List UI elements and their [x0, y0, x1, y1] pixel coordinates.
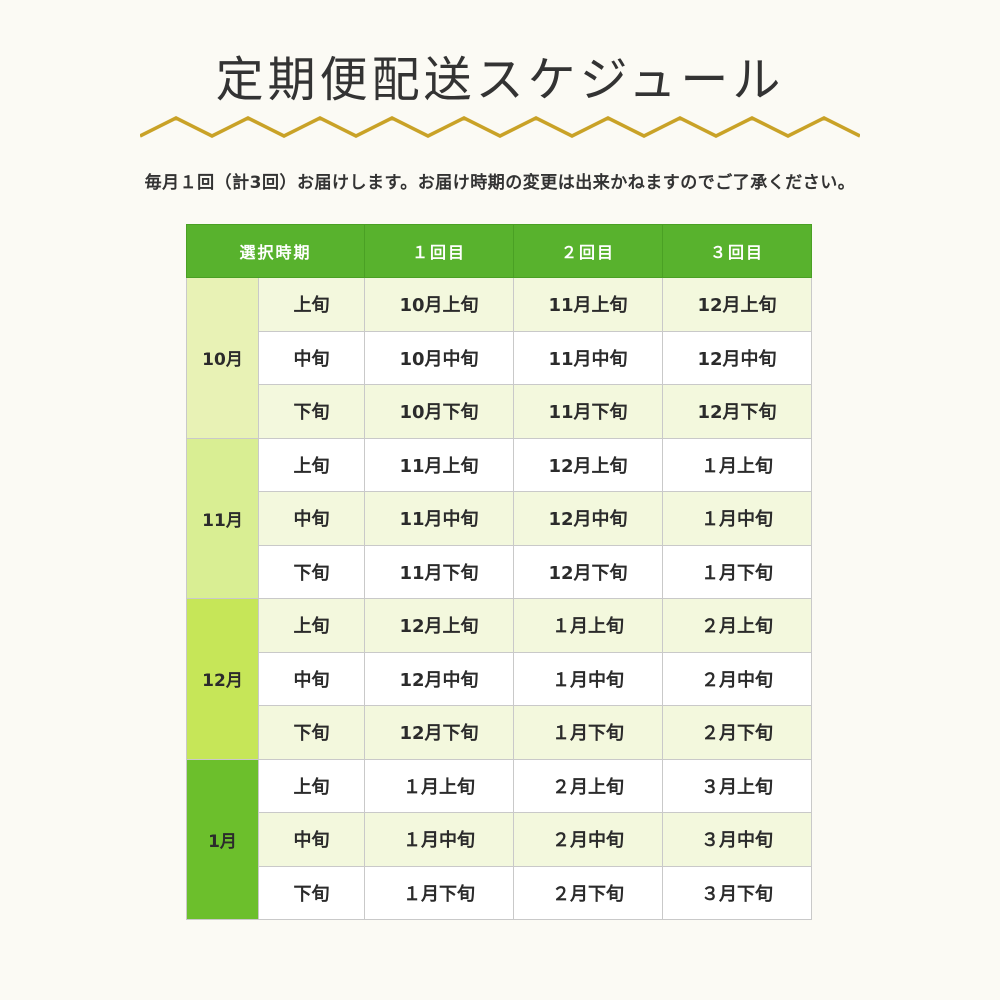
page-title: 定期便配送スケジュール [215, 52, 785, 108]
first-delivery-cell: 12月下旬 [364, 705, 515, 760]
table-row: 下旬 10月下旬 11月下旬 12月下旬 [187, 384, 813, 439]
period-cell: 中旬 [257, 491, 366, 546]
month-cell-january: 1月 [186, 758, 259, 920]
month-cell-december: 12月 [186, 598, 259, 760]
table-row: 中旬 11月中旬 12月中旬 １月中旬 [187, 491, 813, 546]
first-delivery-cell: 10月上旬 [364, 277, 515, 332]
first-delivery-cell: 10月中旬 [364, 330, 515, 385]
period-cell: 中旬 [257, 330, 366, 385]
second-delivery-cell: １月下旬 [513, 705, 664, 760]
schedule-note: 毎月１回（計3回）お届けします。お届け時期の変更は出来かねますのでご了承ください… [144, 173, 856, 193]
third-delivery-cell: ３月下旬 [662, 865, 813, 920]
third-delivery-cell: ３月中旬 [662, 812, 813, 867]
table-header-row: 選択時期 １回目 ２回目 ３回目 [185, 224, 813, 278]
third-delivery-cell: ２月上旬 [662, 598, 813, 653]
period-cell: 下旬 [257, 865, 366, 920]
table-row: 12月 上旬 12月上旬 １月上旬 ２月上旬 [186, 598, 813, 760]
second-delivery-cell: 11月下旬 [513, 384, 664, 439]
first-delivery-cell: 11月下旬 [364, 544, 515, 599]
second-delivery-cell: 11月中旬 [513, 330, 664, 385]
header-second-delivery: ２回目 [513, 224, 664, 278]
period-cell: 下旬 [257, 544, 366, 599]
table-row: 中旬 １月中旬 ２月中旬 ３月中旬 [187, 812, 813, 867]
second-delivery-cell: １月中旬 [513, 651, 664, 706]
delivery-schedule-table: 選択時期 １回目 ２回目 ３回目 10月 上旬 10月上旬 11月上旬 12月上… [185, 224, 813, 920]
table-row: 11月 上旬 11月上旬 12月上旬 １月上旬 [186, 437, 813, 599]
first-delivery-cell: 11月上旬 [364, 437, 515, 492]
period-cell: 上旬 [257, 758, 366, 813]
third-delivery-cell: １月上旬 [662, 437, 813, 492]
first-delivery-cell: １月中旬 [364, 812, 515, 867]
table-row: 下旬 12月下旬 １月下旬 ２月下旬 [187, 705, 813, 760]
period-cell: 上旬 [257, 277, 366, 332]
period-cell: 中旬 [257, 651, 366, 706]
month-cell-november: 11月 [186, 437, 259, 599]
third-delivery-cell: 12月中旬 [662, 330, 813, 385]
table-row: 1月 上旬 １月上旬 ２月上旬 ３月上旬 [186, 758, 813, 920]
third-delivery-cell: 12月下旬 [662, 384, 813, 439]
first-delivery-cell: 10月下旬 [364, 384, 515, 439]
second-delivery-cell: 12月中旬 [513, 491, 664, 546]
second-delivery-cell: １月上旬 [513, 598, 664, 653]
table-row: 10月 上旬 10月上旬 11月上旬 12月上旬 [186, 277, 813, 439]
period-cell: 上旬 [257, 598, 366, 653]
zigzag-divider [140, 116, 860, 138]
third-delivery-cell: 12月上旬 [662, 277, 813, 332]
first-delivery-cell: １月下旬 [364, 865, 515, 920]
second-delivery-cell: ２月下旬 [513, 865, 664, 920]
period-cell: 下旬 [257, 384, 366, 439]
table-row: 中旬 12月中旬 １月中旬 ２月中旬 [187, 651, 813, 706]
third-delivery-cell: １月中旬 [662, 491, 813, 546]
first-delivery-cell: １月上旬 [364, 758, 515, 813]
period-cell: 中旬 [257, 812, 366, 867]
month-cell-october: 10月 [186, 277, 259, 439]
second-delivery-cell: 12月下旬 [513, 544, 664, 599]
third-delivery-cell: ２月中旬 [662, 651, 813, 706]
period-cell: 下旬 [257, 705, 366, 760]
header-third-delivery: ３回目 [662, 224, 813, 278]
second-delivery-cell: 12月上旬 [513, 437, 664, 492]
second-delivery-cell: 11月上旬 [513, 277, 664, 332]
third-delivery-cell: ３月上旬 [662, 758, 813, 813]
period-cell: 上旬 [257, 437, 366, 492]
first-delivery-cell: 12月上旬 [364, 598, 515, 653]
table-row: 中旬 10月中旬 11月中旬 12月中旬 [187, 330, 813, 385]
table-row: 下旬 11月下旬 12月下旬 １月下旬 [187, 544, 813, 599]
first-delivery-cell: 11月中旬 [364, 491, 515, 546]
third-delivery-cell: １月下旬 [662, 544, 813, 599]
header-first-delivery: １回目 [364, 224, 515, 278]
second-delivery-cell: ２月上旬 [513, 758, 664, 813]
table-row: 下旬 １月下旬 ２月下旬 ３月下旬 [187, 865, 813, 920]
first-delivery-cell: 12月中旬 [364, 651, 515, 706]
second-delivery-cell: ２月中旬 [513, 812, 664, 867]
header-selection-period: 選択時期 [185, 224, 366, 278]
third-delivery-cell: ２月下旬 [662, 705, 813, 760]
